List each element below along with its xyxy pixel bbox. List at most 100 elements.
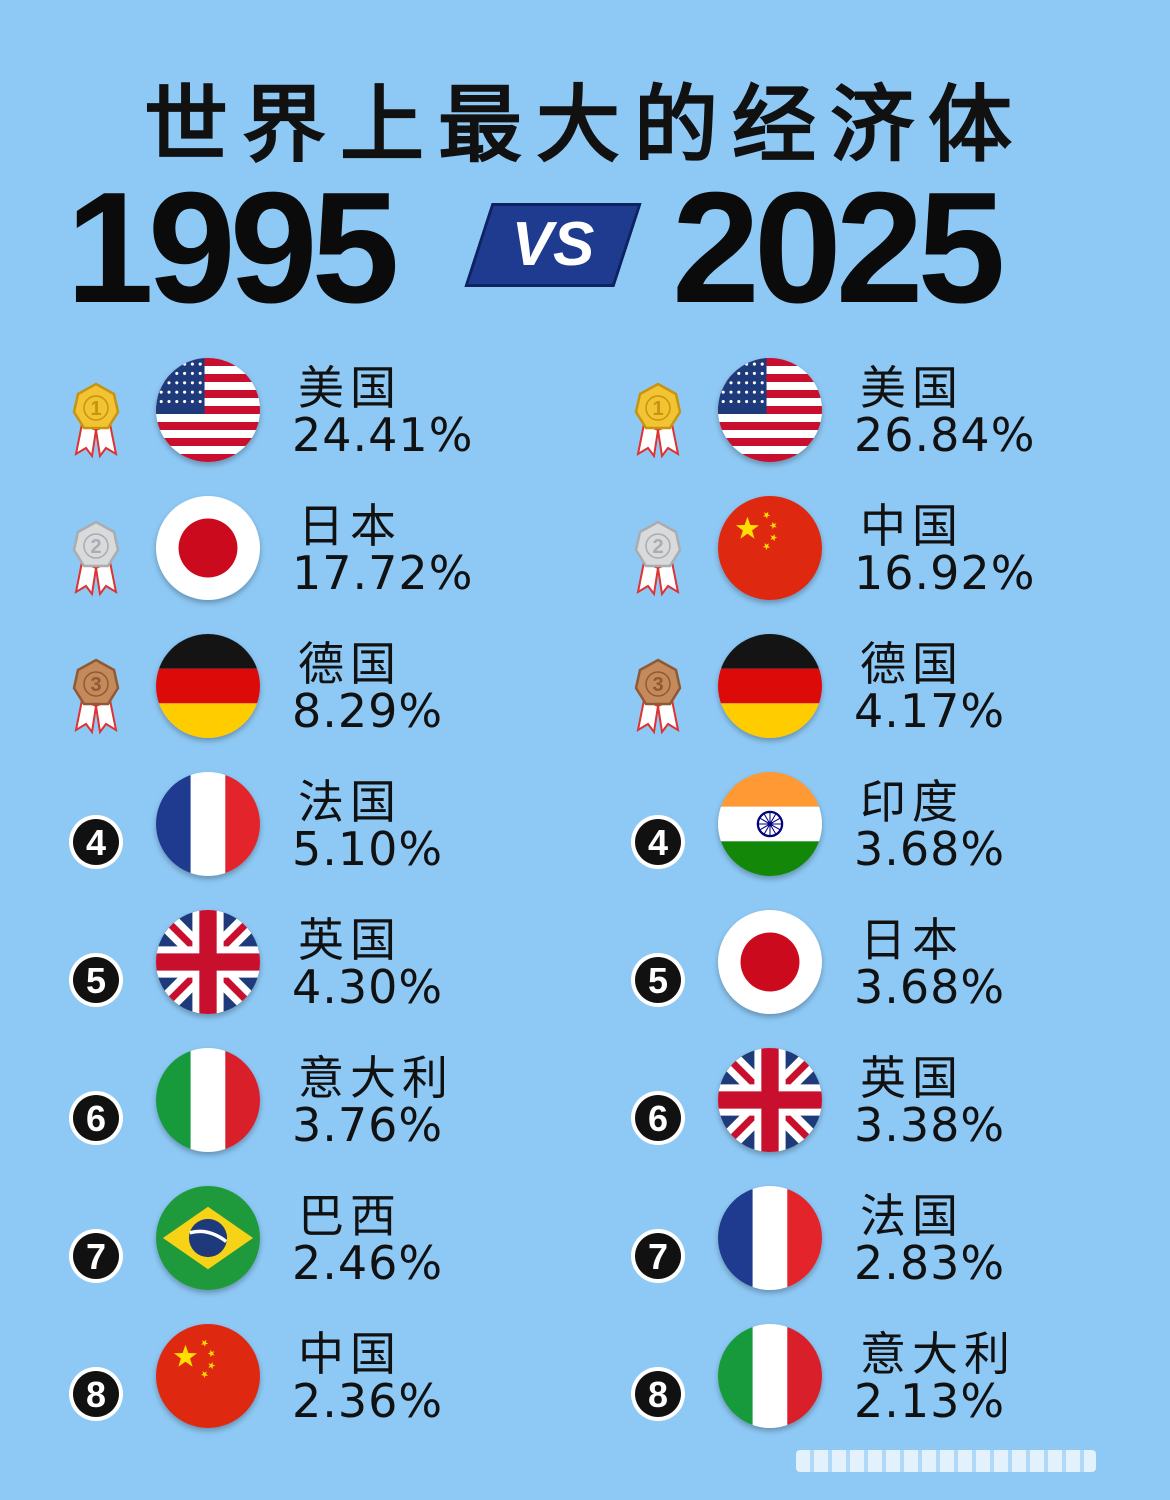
ranking-row: 3 德国 4.17% xyxy=(624,626,1170,764)
ranking-row: 2 中国 16.92% xyxy=(624,488,1170,626)
country-name: 英国 xyxy=(860,1051,964,1105)
svg-text:6: 6 xyxy=(648,1098,668,1139)
flag-cn-icon xyxy=(718,496,822,600)
gdp-share-value: 2.13% xyxy=(854,1374,1006,1428)
rank-5-badge-icon: 5 xyxy=(64,932,128,1012)
country-name: 日本 xyxy=(298,499,402,553)
ranking-row: 4 法国 5.10% xyxy=(62,764,622,902)
vs-label: VS xyxy=(511,210,595,279)
ranking-row: 5 英国 4.30% xyxy=(62,902,622,1040)
rank-7-badge-icon: 7 xyxy=(626,1208,690,1288)
flag-in-icon xyxy=(718,772,822,876)
gdp-share-value: 5.10% xyxy=(292,822,444,876)
page-title: 世界上最大的经济体 xyxy=(143,76,1026,174)
flag-it-icon xyxy=(718,1324,822,1428)
country-name: 德国 xyxy=(860,637,964,691)
gdp-share-value: 17.72% xyxy=(292,546,474,600)
svg-text:3: 3 xyxy=(652,674,663,696)
gdp-share-value: 3.76% xyxy=(292,1098,444,1152)
gdp-share-value: 3.68% xyxy=(854,822,1006,876)
country-name: 中国 xyxy=(298,1327,402,1381)
country-name: 中国 xyxy=(860,499,964,553)
ranking-row: 1 美国 24.41% xyxy=(62,350,622,488)
svg-text:1: 1 xyxy=(90,398,101,420)
year-1995-label: 1995 xyxy=(66,160,399,336)
flag-jp-icon xyxy=(156,496,260,600)
ranking-row: 2 日本 17.72% xyxy=(62,488,622,626)
ranking-row: 1 美国 26.84% xyxy=(624,350,1170,488)
ranking-row: 6 意大利 3.76% xyxy=(62,1040,622,1178)
year-2025-label: 2025 xyxy=(672,160,1005,336)
rank-6-badge-icon: 6 xyxy=(64,1070,128,1150)
gdp-share-value: 26.84% xyxy=(854,408,1036,462)
flag-us-icon xyxy=(156,358,260,462)
country-name: 英国 xyxy=(298,913,402,967)
gdp-share-value: 4.30% xyxy=(292,960,444,1014)
ranking-row: 4 印度 3.68% xyxy=(624,764,1170,902)
svg-text:5: 5 xyxy=(86,960,106,1001)
bronze-medal-icon: 3 xyxy=(64,656,128,736)
ranking-row: 5 日本 3.68% xyxy=(624,902,1170,1040)
country-name: 巴西 xyxy=(298,1189,402,1243)
flag-de-icon xyxy=(718,634,822,738)
rank-8-badge-icon: 8 xyxy=(64,1346,128,1426)
bronze-medal-icon: 3 xyxy=(626,656,690,736)
svg-text:7: 7 xyxy=(648,1236,668,1277)
svg-text:1: 1 xyxy=(652,398,663,420)
vs-badge: VS xyxy=(464,203,642,287)
svg-text:2: 2 xyxy=(90,536,101,558)
svg-text:4: 4 xyxy=(648,822,668,863)
svg-text:8: 8 xyxy=(86,1374,106,1415)
gdp-share-value: 3.38% xyxy=(854,1098,1006,1152)
ranking-row: 8 中国 2.36% xyxy=(62,1316,622,1454)
svg-text:5: 5 xyxy=(648,960,668,1001)
country-name: 意大利 xyxy=(860,1327,1016,1381)
silver-medal-icon: 2 xyxy=(626,518,690,598)
svg-text:8: 8 xyxy=(648,1374,668,1415)
gdp-share-value: 2.83% xyxy=(854,1236,1006,1290)
country-name: 印度 xyxy=(860,775,964,829)
gold-medal-icon: 1 xyxy=(64,380,128,460)
ranking-row: 6 英国 3.38% xyxy=(624,1040,1170,1178)
gdp-share-value: 24.41% xyxy=(292,408,474,462)
gdp-share-value: 4.17% xyxy=(854,684,1006,738)
country-name: 法国 xyxy=(298,775,402,829)
svg-text:6: 6 xyxy=(86,1098,106,1139)
flag-jp-icon xyxy=(718,910,822,1014)
ranking-row: 8 意大利 2.13% xyxy=(624,1316,1170,1454)
ranking-column-1995: 1 美国 24.41% 2 日本 17.72% 3 德国 8.29% 4 法国 5.10% 5 英国 4.3… xyxy=(62,350,622,1454)
ranking-column-2025: 1 美国 26.84% 2 中国 16.92% 3 德国 4.17% 4 印度 3.68% 5 日本 3.6… xyxy=(624,350,1170,1454)
rank-7-badge-icon: 7 xyxy=(64,1208,128,1288)
country-name: 法国 xyxy=(860,1189,964,1243)
svg-text:3: 3 xyxy=(90,674,101,696)
flag-fr-icon xyxy=(718,1186,822,1290)
flag-gb-icon xyxy=(156,910,260,1014)
svg-text:2: 2 xyxy=(652,536,663,558)
gdp-share-value: 3.68% xyxy=(854,960,1006,1014)
flag-de-icon xyxy=(156,634,260,738)
country-name: 美国 xyxy=(860,361,964,415)
flag-cn-icon xyxy=(156,1324,260,1428)
country-name: 美国 xyxy=(298,361,402,415)
country-name: 意大利 xyxy=(298,1051,454,1105)
watermark xyxy=(796,1450,1096,1472)
flag-fr-icon xyxy=(156,772,260,876)
flag-gb-icon xyxy=(718,1048,822,1152)
svg-text:4: 4 xyxy=(86,822,106,863)
gdp-share-value: 16.92% xyxy=(854,546,1036,600)
country-name: 日本 xyxy=(860,913,964,967)
flag-it-icon xyxy=(156,1048,260,1152)
rank-4-badge-icon: 4 xyxy=(64,794,128,874)
flag-br-icon xyxy=(156,1186,260,1290)
rank-4-badge-icon: 4 xyxy=(626,794,690,874)
ranking-row: 7 法国 2.83% xyxy=(624,1178,1170,1316)
gold-medal-icon: 1 xyxy=(626,380,690,460)
gdp-share-value: 2.36% xyxy=(292,1374,444,1428)
silver-medal-icon: 2 xyxy=(64,518,128,598)
ranking-row: 7 巴西 2.46% xyxy=(62,1178,622,1316)
rank-8-badge-icon: 8 xyxy=(626,1346,690,1426)
svg-text:7: 7 xyxy=(86,1236,106,1277)
rank-6-badge-icon: 6 xyxy=(626,1070,690,1150)
rank-5-badge-icon: 5 xyxy=(626,932,690,1012)
gdp-share-value: 8.29% xyxy=(292,684,444,738)
